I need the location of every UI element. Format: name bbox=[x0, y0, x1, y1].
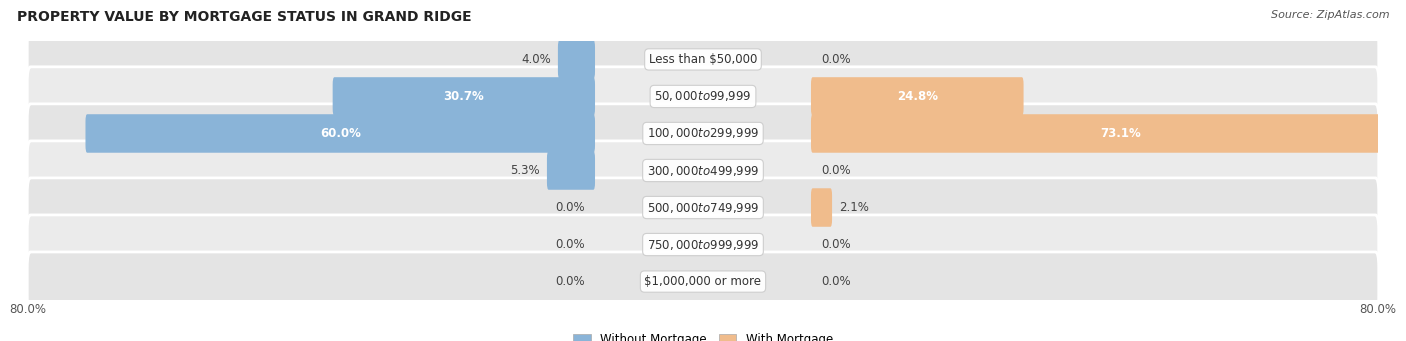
FancyBboxPatch shape bbox=[811, 77, 1024, 116]
Text: 0.0%: 0.0% bbox=[555, 238, 585, 251]
FancyBboxPatch shape bbox=[27, 30, 1379, 89]
Text: 0.0%: 0.0% bbox=[821, 238, 851, 251]
Text: 60.0%: 60.0% bbox=[319, 127, 361, 140]
Text: $50,000 to $99,999: $50,000 to $99,999 bbox=[654, 89, 752, 103]
Text: 4.0%: 4.0% bbox=[522, 53, 551, 66]
FancyBboxPatch shape bbox=[86, 114, 595, 153]
Text: 0.0%: 0.0% bbox=[821, 164, 851, 177]
FancyBboxPatch shape bbox=[27, 104, 1379, 163]
Text: $300,000 to $499,999: $300,000 to $499,999 bbox=[647, 163, 759, 178]
FancyBboxPatch shape bbox=[27, 252, 1379, 311]
Text: $500,000 to $749,999: $500,000 to $749,999 bbox=[647, 201, 759, 214]
Text: 73.1%: 73.1% bbox=[1101, 127, 1142, 140]
Text: $750,000 to $999,999: $750,000 to $999,999 bbox=[647, 238, 759, 252]
Text: $1,000,000 or more: $1,000,000 or more bbox=[644, 275, 762, 288]
FancyBboxPatch shape bbox=[547, 151, 595, 190]
FancyBboxPatch shape bbox=[811, 114, 1406, 153]
Legend: Without Mortgage, With Mortgage: Without Mortgage, With Mortgage bbox=[568, 329, 838, 341]
FancyBboxPatch shape bbox=[811, 188, 832, 227]
Text: Source: ZipAtlas.com: Source: ZipAtlas.com bbox=[1271, 10, 1389, 20]
Text: 5.3%: 5.3% bbox=[510, 164, 540, 177]
Text: 2.1%: 2.1% bbox=[839, 201, 869, 214]
FancyBboxPatch shape bbox=[27, 215, 1379, 274]
Text: $100,000 to $299,999: $100,000 to $299,999 bbox=[647, 127, 759, 140]
Text: 0.0%: 0.0% bbox=[555, 275, 585, 288]
Text: 0.0%: 0.0% bbox=[821, 275, 851, 288]
FancyBboxPatch shape bbox=[27, 141, 1379, 200]
Text: 30.7%: 30.7% bbox=[443, 90, 484, 103]
FancyBboxPatch shape bbox=[27, 67, 1379, 126]
Text: 0.0%: 0.0% bbox=[555, 201, 585, 214]
Text: 24.8%: 24.8% bbox=[897, 90, 938, 103]
FancyBboxPatch shape bbox=[27, 178, 1379, 237]
Text: 0.0%: 0.0% bbox=[821, 53, 851, 66]
Text: Less than $50,000: Less than $50,000 bbox=[648, 53, 758, 66]
FancyBboxPatch shape bbox=[558, 40, 595, 79]
Text: PROPERTY VALUE BY MORTGAGE STATUS IN GRAND RIDGE: PROPERTY VALUE BY MORTGAGE STATUS IN GRA… bbox=[17, 10, 471, 24]
FancyBboxPatch shape bbox=[333, 77, 595, 116]
